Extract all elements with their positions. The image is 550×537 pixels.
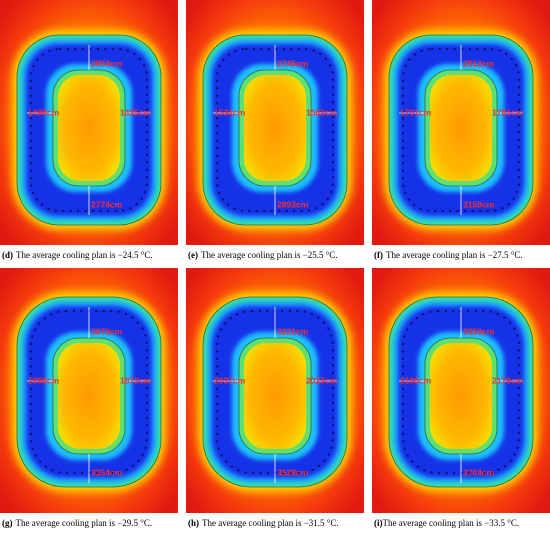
left-label: 1898cm [28,375,60,385]
core [244,75,306,181]
top-label: 3221cm [277,326,309,336]
top-label: 3070cm [91,326,123,336]
heatmap: 3070cm 1898cm 1873cm 3354cm [0,268,178,513]
bottom-label: 3704cm [463,467,495,477]
caption: (h) The average cooling plan is −31.5 °C. [188,518,368,528]
caption-tag: (g) [2,518,13,528]
caption: (d) The average cooling plan is −24.5 °C. [2,250,182,260]
heatmap-panel: 2745cm 1534cm 1562cm 2893cm [186,0,364,245]
arrows [27,45,151,215]
caption-text: The average cooling plan is −33.5 °C. [382,518,520,528]
right-label: 1781cm [492,107,524,117]
caption-tag: (f) [374,250,383,260]
caption-tag: (h) [188,518,199,528]
right-label: 2023cm [306,375,338,385]
core [430,343,492,449]
top-label: 2653cm [91,58,123,68]
top-label: 2912cm [463,58,495,68]
right-label: 1873cm [120,375,152,385]
right-label: 2179cm [492,375,524,385]
heatmap: 3221cm 2037cm 2023cm 3528cm [186,268,364,513]
heatmap-panel: 3221cm 2037cm 2023cm 3528cm [186,268,364,513]
caption-text: The average cooling plan is −25.5 °C. [201,250,338,260]
caption: (g) The average cooling plan is −29.5 °C. [2,518,182,528]
caption: (f) The average cooling plan is −27.5 °C. [374,250,550,260]
left-label: 2037cm [214,375,246,385]
heatmap-panel: 3359cm 2180cm 2179cm 3704cm [372,268,550,513]
core [244,343,306,449]
core [58,75,120,181]
bottom-label: 3159cm [463,199,495,209]
caption-text: The average cooling plan is −29.5 °C. [15,518,153,528]
caption-text: The average cooling plan is −27.5 °C. [386,250,523,260]
bottom-label: 3528cm [277,467,309,477]
arrows [213,45,337,215]
right-label: 1425cm [120,107,152,117]
bottom-label: 3354cm [91,467,123,477]
heatmap: 2653cm 1498cm 1425cm 2774cm [0,0,178,245]
caption: (e) The average cooling plan is −25.5 °C. [188,250,368,260]
heatmap-panel: 2912cm 1701cm 1781cm 3159cm [372,0,550,245]
bottom-label: 2893cm [277,199,309,209]
heatmap: 2745cm 1534cm 1562cm 2893cm [186,0,364,245]
top-label: 3359cm [463,326,495,336]
caption-tag: (e) [188,250,198,260]
arrows [213,307,337,483]
left-label: 1701cm [400,107,432,117]
right-label: 1562cm [306,107,338,117]
caption-text: The average cooling plan is −31.5 °C. [202,518,339,528]
heatmap: 3359cm 2180cm 2179cm 3704cm [372,268,550,513]
left-label: 1534cm [214,107,246,117]
core [58,343,120,449]
heatmap-panel: 2653cm 1498cm 1425cm 2774cm [0,0,178,245]
top-label: 2745cm [277,58,309,68]
left-label: 1498cm [28,107,60,117]
heatmap: 2912cm 1701cm 1781cm 3159cm [372,0,550,245]
left-label: 2180cm [400,375,432,385]
caption-tag: (d) [2,250,13,260]
caption: (i)The average cooling plan is −33.5 °C. [374,518,550,528]
caption-text: The average cooling plan is −24.5 °C. [16,250,153,260]
arrows [399,307,523,483]
bottom-label: 2774cm [91,199,123,209]
arrows [399,45,523,215]
arrows [27,307,151,483]
heatmap-panel: 3070cm 1898cm 1873cm 3354cm [0,268,178,513]
caption-tag: (i) [374,518,383,528]
core [430,75,492,181]
